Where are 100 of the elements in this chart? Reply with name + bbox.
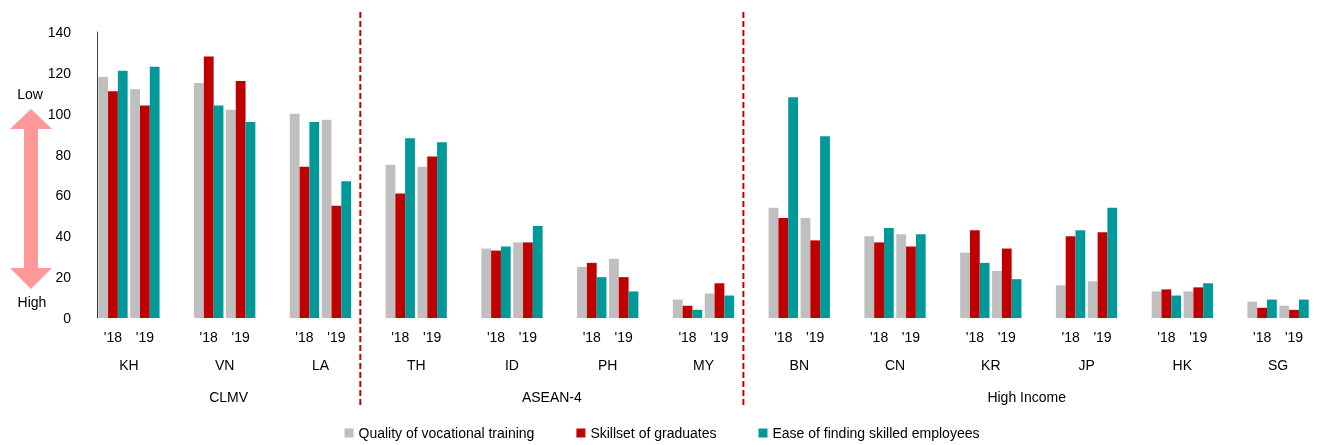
bar — [1298, 299, 1309, 318]
bar — [98, 76, 109, 318]
text: CN — [884, 357, 906, 373]
bar — [979, 262, 990, 318]
x-tick-label: '19 — [518, 329, 538, 345]
bar — [149, 66, 160, 318]
bar — [1279, 305, 1290, 318]
bar — [778, 217, 789, 318]
bar — [810, 240, 821, 318]
x-tick-label: '18 — [199, 329, 219, 345]
bar — [1065, 236, 1076, 318]
x-tick-label: '19 — [135, 329, 155, 345]
bar — [130, 89, 140, 318]
bar — [225, 109, 236, 318]
bar — [1055, 285, 1066, 318]
bar — [309, 121, 320, 318]
bar — [714, 283, 725, 318]
bar — [1247, 301, 1258, 318]
bar — [618, 277, 629, 318]
bar — [395, 193, 406, 318]
bar — [1289, 309, 1299, 318]
x-tick-label: '19 — [327, 329, 346, 345]
bar — [969, 230, 980, 318]
legend-label: Ease of finding skilled employees — [772, 425, 980, 441]
bar — [768, 207, 779, 318]
bar — [788, 97, 798, 318]
y-tick-label: 80 — [55, 146, 72, 163]
x-tick-label: '18 — [869, 329, 889, 345]
x-tick-label: '19 — [1284, 329, 1304, 345]
bar — [417, 166, 428, 318]
bar — [820, 136, 830, 318]
x-tick-label: '19 — [614, 329, 634, 345]
x-tick-label: '18 — [965, 329, 985, 345]
y-tick-label: 120 — [47, 64, 72, 81]
x-tick-label: '19 — [423, 329, 442, 345]
x-tick-label: '18 — [103, 329, 123, 345]
text: ASEAN-4 — [521, 389, 583, 405]
bar — [194, 83, 204, 318]
text: LA — [311, 357, 330, 373]
text: Low — [17, 86, 44, 102]
bar — [1001, 248, 1012, 318]
bar — [289, 113, 300, 318]
bar — [960, 252, 970, 318]
bar — [331, 205, 342, 318]
x-tick-label: '19 — [1189, 329, 1208, 345]
x-tick-label: '18 — [1252, 329, 1272, 345]
bar — [491, 250, 501, 318]
bar — [1107, 207, 1118, 318]
text: High Income — [987, 389, 1067, 405]
x-tick-label: '18 — [774, 329, 793, 345]
bar — [1193, 287, 1204, 318]
bar — [1183, 291, 1194, 318]
text: JP — [1078, 357, 1095, 373]
x-tick-label: '19 — [901, 329, 921, 345]
bar — [1161, 289, 1172, 318]
bar — [896, 234, 907, 318]
text: CLMV — [209, 389, 249, 405]
bar — [628, 291, 639, 318]
x-tick-label: '18 — [582, 329, 602, 345]
bar — [299, 166, 310, 318]
x-tick-label: '18 — [391, 329, 410, 345]
bar — [1171, 295, 1182, 318]
text: BN — [789, 357, 809, 373]
bar — [800, 217, 811, 318]
bar — [1203, 283, 1213, 318]
bar — [532, 226, 543, 318]
bar — [1011, 279, 1022, 318]
x-tick-label: '19 — [806, 329, 825, 345]
bar — [577, 266, 587, 318]
bar — [1267, 299, 1277, 318]
legend-label: Quality of vocational training — [358, 425, 535, 441]
bar — [724, 295, 735, 318]
bar — [704, 293, 715, 318]
bar — [213, 105, 224, 318]
bar — [203, 56, 214, 318]
bar — [321, 119, 332, 318]
x-tick-label: '18 — [486, 329, 506, 345]
bar — [117, 70, 128, 318]
bar — [682, 305, 693, 318]
bar — [609, 258, 619, 318]
bar — [1075, 230, 1086, 318]
text: KR — [981, 357, 1001, 373]
x-tick-label: '18 — [295, 329, 314, 345]
bar — [586, 262, 597, 318]
bar — [692, 309, 703, 318]
y-tick-label: 140 — [47, 24, 72, 40]
bar — [1151, 291, 1162, 318]
text: ID — [504, 357, 519, 373]
x-tick-label: '19 — [231, 329, 250, 345]
bar — [1087, 281, 1098, 318]
bar — [385, 164, 396, 318]
text: High — [17, 294, 47, 310]
bar — [915, 234, 926, 318]
text: SG — [1267, 357, 1289, 373]
y-tick-label: 20 — [55, 269, 72, 286]
x-tick-label: '18 — [678, 329, 697, 345]
bar — [139, 105, 150, 318]
bar — [864, 236, 875, 318]
bar — [523, 242, 533, 318]
bar — [1257, 307, 1268, 318]
